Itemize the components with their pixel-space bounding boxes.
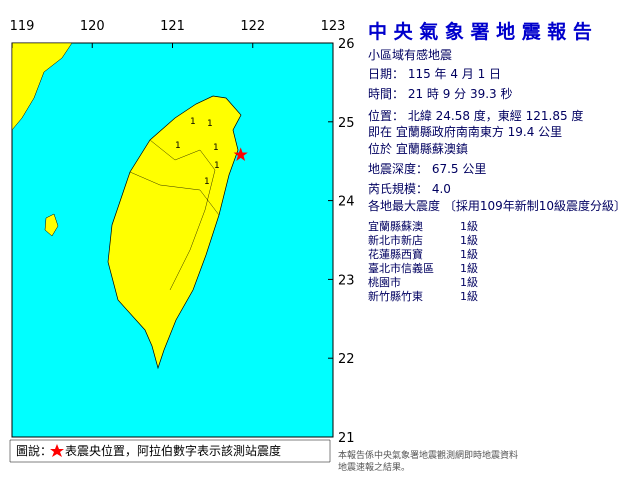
x-tick-label: 120 bbox=[80, 19, 105, 34]
footer-line: 本報告係中央氣象署地震觀測網即時地震資料 bbox=[338, 449, 518, 461]
y-tick-label: 25 bbox=[338, 116, 355, 131]
station-name: 宜蘭縣蘇澳 bbox=[368, 219, 423, 233]
station-intensity-text: 1級 bbox=[460, 248, 478, 261]
mainland-coast bbox=[11, 42, 73, 131]
report-line: 各地最大震度 〔採用109年新制10級震度分級〕 bbox=[368, 198, 626, 213]
y-tick-label: 26 bbox=[338, 37, 355, 52]
station-intensity-text: 1級 bbox=[460, 262, 478, 275]
x-tick-label: 122 bbox=[240, 19, 265, 34]
penghu bbox=[44, 213, 59, 237]
station-intensity-text: 1級 bbox=[460, 234, 478, 247]
station-intensity-text: 1級 bbox=[460, 276, 478, 289]
report-line: 即在 宜蘭縣政府南南東方 19.4 公里 bbox=[368, 124, 562, 139]
x-tick-label: 119 bbox=[10, 19, 35, 34]
station-intensity: 1 bbox=[190, 117, 196, 127]
y-tick-label: 24 bbox=[338, 195, 355, 210]
station-name: 新北市新店 bbox=[368, 233, 423, 247]
report-line: 位置： 北緯 24.58 度，東經 121.85 度 bbox=[368, 108, 583, 123]
report-line: 地震深度： 67.5 公里 bbox=[368, 161, 486, 176]
report-title: 中 央 氣 象 署 地 震 報 告 bbox=[368, 20, 592, 43]
report-line: 日期： 115 年 4 月 1 日 bbox=[368, 67, 501, 81]
station-intensity: 1 bbox=[175, 141, 181, 151]
legend-text: 表震央位置，阿拉伯數字表示該測站震度 bbox=[65, 443, 281, 458]
station-intensity: 1 bbox=[207, 119, 213, 129]
report-subtitle: 小區域有感地震 bbox=[368, 47, 452, 62]
x-tick-label: 121 bbox=[160, 19, 185, 34]
station-name: 新竹縣竹東 bbox=[368, 289, 423, 303]
station-name: 桃園市 bbox=[368, 275, 401, 289]
station-name: 臺北市信義區 bbox=[368, 261, 434, 275]
station-intensity: 1 bbox=[204, 177, 210, 187]
footer-line: 地震速報之結果。 bbox=[338, 461, 410, 473]
station-intensity-text: 1級 bbox=[460, 220, 478, 233]
station-intensity: 1 bbox=[214, 161, 220, 171]
county-border bbox=[129, 171, 220, 216]
legend-box bbox=[9, 439, 331, 463]
station-intensity: 1 bbox=[213, 143, 219, 153]
station-name: 花蓮縣西寶 bbox=[368, 247, 423, 261]
report-line: 位於 宜蘭縣蘇澳鎮 bbox=[368, 141, 468, 156]
legend-prefix: 圖說： bbox=[16, 443, 52, 458]
report-line: 時間： 21 時 9 分 39.3 秒 bbox=[368, 87, 513, 101]
legend-star bbox=[50, 444, 64, 457]
taiwan-island bbox=[107, 95, 242, 370]
y-tick-label: 21 bbox=[338, 431, 355, 446]
station-intensity-text: 1級 bbox=[460, 290, 478, 303]
y-tick-label: 22 bbox=[338, 352, 355, 367]
county-border bbox=[149, 139, 216, 291]
epicenter-star bbox=[233, 147, 248, 161]
report-line: 芮氏規模： 4.0 bbox=[368, 181, 451, 196]
y-tick-label: 23 bbox=[338, 273, 355, 288]
x-tick-label: 123 bbox=[321, 19, 346, 34]
